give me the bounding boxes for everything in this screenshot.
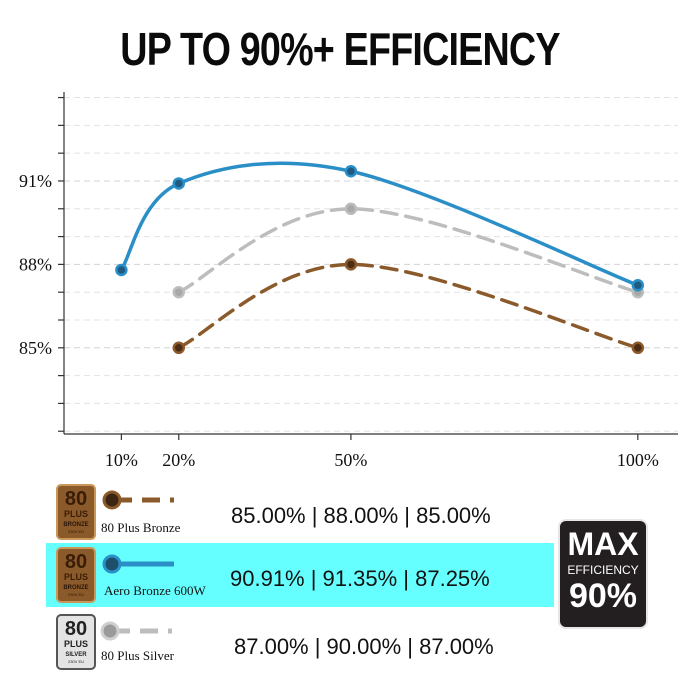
x-tick-label: 100% <box>617 450 659 470</box>
badge-plus: PLUS <box>63 639 88 649</box>
legend-values-silver: 87.00% | 90.00% | 87.00% <box>234 634 494 659</box>
data-point-aero-bronze-600w <box>115 263 128 277</box>
max-value: 90% <box>568 577 638 615</box>
aero-bronze-badge-icon: 80 PLUS BRONZE 230V EU <box>56 547 96 603</box>
badge-tier: BRONZE <box>63 522 89 528</box>
badge-plus: PLUS <box>63 509 88 519</box>
data-point-80-plus-bronze <box>344 258 358 271</box>
silver-line-sample-icon <box>100 621 172 641</box>
legend-values-aero: 90.91% | 91.35% | 87.25% <box>230 566 490 591</box>
x-tick-label: 10% <box>105 450 138 470</box>
legend-name-silver: 80 Plus Silver <box>101 648 174 663</box>
page-title: UP TO 90%+ EFFICIENCY <box>120 23 560 75</box>
legend-values-bronze: 85.00% | 88.00% | 85.00% <box>231 503 491 528</box>
series-line-aero-bronze-600w <box>119 161 640 287</box>
badge-number: 80 <box>64 488 88 510</box>
data-point-80-plus-bronze <box>631 341 645 355</box>
data-point-aero-bronze-600w <box>631 278 645 292</box>
series-line-80-plus-silver <box>177 207 640 294</box>
data-point-80-plus-bronze <box>172 341 186 355</box>
data-point-aero-bronze-600w <box>172 177 186 190</box>
max-word: MAX <box>567 526 639 562</box>
bronze-line-sample-icon <box>102 490 174 510</box>
legend-name-bronze: 80 Plus Bronze <box>101 520 181 535</box>
y-tick-label: 91% <box>19 171 52 191</box>
max-subtitle: EFFICIENCY <box>567 563 639 577</box>
legend-name-aero: Aero Bronze 600W <box>104 583 206 598</box>
80-plus-silver-badge-icon: 80 PLUS SILVER 230V EU <box>56 614 96 670</box>
efficiency-line-chart: 91% 88% 85% 10% 20% 50% 100% <box>19 92 678 470</box>
aero-line-sample-icon <box>102 554 174 574</box>
y-tick-label: 85% <box>19 338 52 358</box>
aero-highlight-band <box>46 543 554 607</box>
badge-tier: BRONZE <box>63 585 89 591</box>
badge-number: 80 <box>64 551 88 573</box>
badge-footer: 230V EU <box>67 529 84 534</box>
data-point-80-plus-silver <box>344 202 358 216</box>
data-point-aero-bronze-600w <box>344 164 358 178</box>
badge-plus: PLUS <box>63 572 88 582</box>
max-efficiency-badge: MAX EFFICIENCY 90% <box>558 519 648 629</box>
x-tick-label: 50% <box>334 450 367 470</box>
data-point-80-plus-silver <box>172 285 186 299</box>
badge-footer: 230V EU <box>67 659 84 664</box>
x-tick-label: 20% <box>162 450 195 470</box>
y-tick-label: 88% <box>19 254 52 274</box>
series-line-80-plus-bronze <box>177 262 640 350</box>
80-plus-bronze-badge-icon: 80 PLUS BRONZE 230V EU <box>56 484 96 540</box>
badge-footer: 230V EU <box>67 592 84 597</box>
badge-tier: SILVER <box>65 652 87 658</box>
badge-number: 80 <box>64 618 88 640</box>
